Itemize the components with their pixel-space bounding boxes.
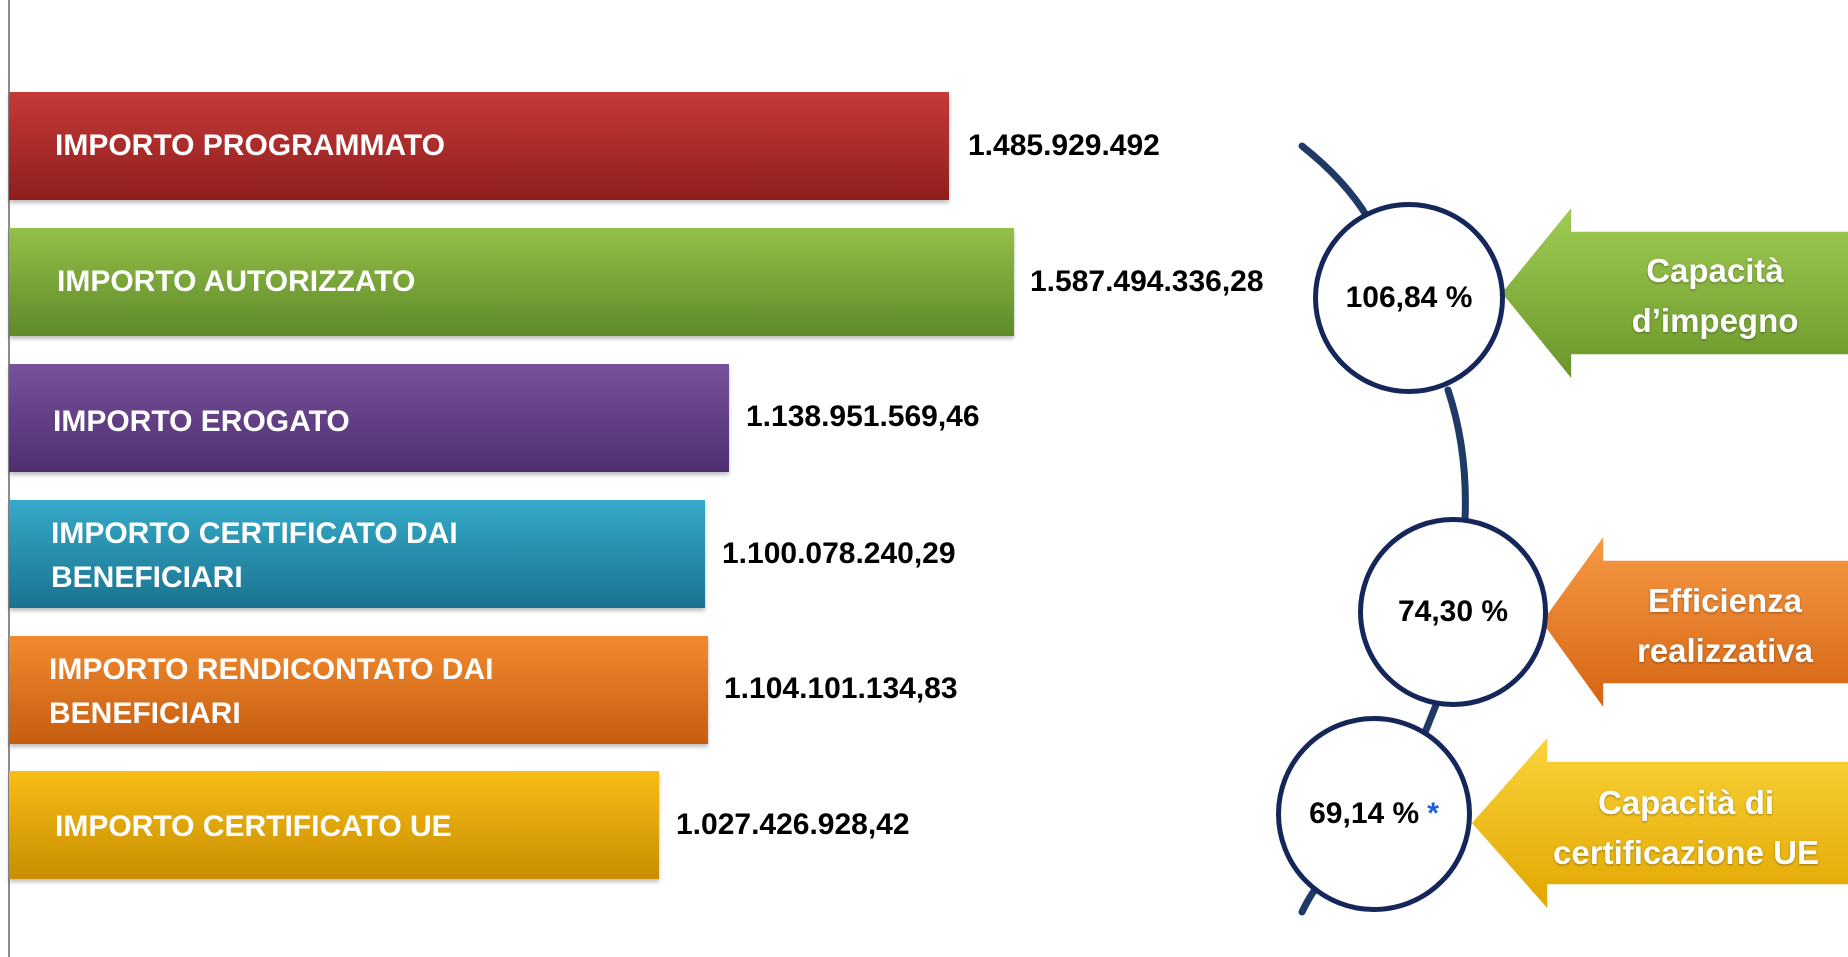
indicator-circle: 69,14 % * <box>1276 716 1472 912</box>
bar-label: IMPORTO RENDICONTATO DAI BENEFICIARI <box>49 653 494 730</box>
value-label: 1.027.426.928,42 <box>676 808 910 841</box>
arrow-shape-capacita-certificazione <box>1472 738 1848 908</box>
value-label: 1.587.494.336,28 <box>1030 265 1264 298</box>
value-label: 1.485.929.492 <box>968 129 1160 162</box>
indicator-label: Capacità di certificazione UE <box>1553 784 1819 871</box>
bar-importo-erogato: IMPORTO EROGATO <box>9 364 729 472</box>
asterisk-mark: * <box>1427 797 1439 830</box>
bar-importo-rendicontato-dai-beneficiari: IMPORTO RENDICONTATO DAI BENEFICIARI <box>9 636 708 744</box>
bar-label: IMPORTO EROGATO <box>53 405 350 438</box>
value-label: 1.100.078.240,29 <box>722 537 956 570</box>
y-axis-line <box>8 0 10 957</box>
bar-label: IMPORTO CERTIFICATO DAI BENEFICIARI <box>51 517 458 594</box>
bar-importo-certificato-dai-beneficiari: IMPORTO CERTIFICATO DAI BENEFICIARI <box>9 500 705 608</box>
bar-importo-programmato: IMPORTO PROGRAMMATO <box>9 92 949 200</box>
indicator-value: 69,14 % <box>1309 797 1420 830</box>
value-label: 1.138.951.569,46 <box>746 400 980 433</box>
indicator-circle: 74,30 % <box>1358 517 1548 707</box>
arrow-shape-efficienza-realizzativa <box>1542 537 1848 707</box>
connector-line-middle <box>1444 386 1469 524</box>
indicator-label: Capacità d’impegno <box>1631 252 1799 339</box>
indicator-value: 74,30 % <box>1397 595 1509 628</box>
indicator-circle: 106,84 % <box>1313 202 1505 394</box>
indicator-label: Efficienza realizzativa <box>1636 582 1814 669</box>
arrow-shape-capacita-impegno <box>1502 208 1848 378</box>
bar-label: IMPORTO AUTORIZZATO <box>57 265 416 298</box>
bar-label: IMPORTO PROGRAMMATO <box>55 129 445 162</box>
indicator-value: 106,84 % <box>1345 281 1473 314</box>
connector-line-top <box>1298 142 1372 222</box>
value-label: 1.104.101.134,83 <box>724 672 958 705</box>
bar-importo-certificato-ue: IMPORTO CERTIFICATO UE <box>9 771 659 879</box>
bar-label: IMPORTO CERTIFICATO UE <box>55 810 452 843</box>
bar-importo-autorizzato: IMPORTO AUTORIZZATO <box>9 228 1014 336</box>
